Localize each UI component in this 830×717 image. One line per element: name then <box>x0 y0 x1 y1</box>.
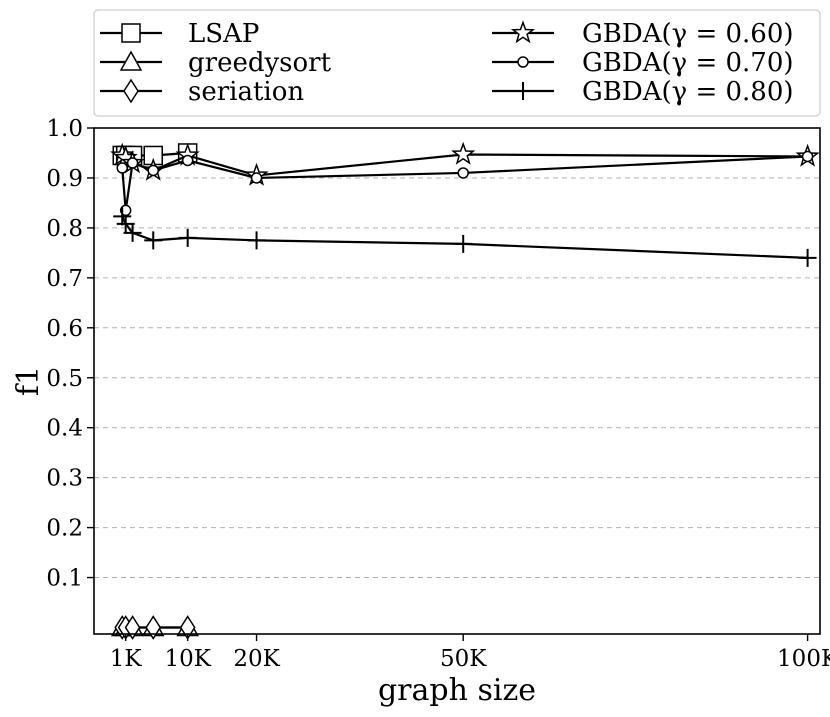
series-5-point-7 <box>798 248 817 267</box>
legend-item-5: GBDA(γ = 0.80) <box>492 77 794 107</box>
legend-box <box>93 9 821 117</box>
y-tick-label-1: 0.2 <box>46 516 83 542</box>
y-tick-label-6: 0.7 <box>46 266 83 292</box>
series-5-point-2 <box>123 223 142 242</box>
series-3-point-6 <box>451 141 476 165</box>
series-4-point-4 <box>181 154 194 167</box>
series-2 <box>114 615 196 640</box>
series-5-point-6 <box>454 234 473 253</box>
x-tick-label-4: 100K <box>777 646 830 672</box>
legend-marker-4 <box>517 56 529 68</box>
axis-ticks: 0.1 0.2 0.3 0.4 0.5 0.6 0.7 0.8 0.9 1.0 1K 10K 20K 50… <box>46 116 830 672</box>
series-4-point-2 <box>126 157 139 169</box>
y-axis-label: f1 <box>11 366 46 396</box>
y-tick-label-8: 0.9 <box>46 166 83 192</box>
legend-marker-0 <box>121 23 141 43</box>
y-tick-label-4: 0.5 <box>46 366 83 392</box>
series-5-point-5 <box>247 231 266 250</box>
y-tick-label-5: 0.6 <box>46 316 83 342</box>
series-4-point-6 <box>457 167 469 179</box>
series-5-point-4 <box>178 228 197 247</box>
x-tick-label-3: 50K <box>440 646 487 672</box>
x-tick-label-2: 20K <box>233 646 280 672</box>
plot-frame <box>93 127 821 635</box>
series-5-line <box>121 215 808 259</box>
series-4-line <box>121 155 808 212</box>
y-tick-label-9: 1.0 <box>46 116 83 142</box>
legend-label-3: GBDA(γ = 0.60) <box>582 19 794 49</box>
series-4-point-5 <box>250 172 263 184</box>
legend-item-2: seriation <box>100 77 304 107</box>
legend-item-0: LSAP <box>100 19 259 49</box>
series-2-point-2 <box>124 615 141 640</box>
x-tick-label-0: 1K <box>110 646 143 672</box>
legend-label-2: seriation <box>188 77 304 107</box>
legend-marker-2 <box>123 78 139 104</box>
legend-item-3: GBDA(γ = 0.60) <box>492 19 794 49</box>
series-4 <box>116 150 814 217</box>
series-2-point-3 <box>145 615 162 640</box>
series-4-point-3 <box>147 164 159 177</box>
y-tick-label-3: 0.4 <box>46 416 83 442</box>
series-layer <box>110 141 820 640</box>
y-tick-label-2: 0.3 <box>46 466 83 492</box>
legend-item-4: GBDA(γ = 0.70) <box>492 48 794 78</box>
series-5-point-0 <box>113 207 132 226</box>
legend-label-0: LSAP <box>188 19 259 49</box>
x-axis-label: graph size <box>378 673 536 708</box>
y-tick-label-7: 0.8 <box>46 216 83 242</box>
y-tick-label-0: 0.1 <box>46 566 83 592</box>
series-5-point-3 <box>144 231 163 250</box>
grid-lines <box>94 177 820 579</box>
legend-marker-1 <box>119 50 143 71</box>
legend-label-4: GBDA(γ = 0.70) <box>582 48 794 78</box>
series-4-point-0 <box>116 162 128 174</box>
legend-label-5: GBDA(γ = 0.80) <box>582 77 794 107</box>
x-tick-label-1: 10K <box>164 646 211 672</box>
legend-label-1: greedysort <box>188 48 332 78</box>
legend-item-1: greedysort <box>100 48 332 78</box>
legend-marker-5 <box>514 82 532 100</box>
series-4-point-7 <box>801 150 814 163</box>
legend-marker-3 <box>510 20 536 44</box>
series-5 <box>113 207 817 267</box>
